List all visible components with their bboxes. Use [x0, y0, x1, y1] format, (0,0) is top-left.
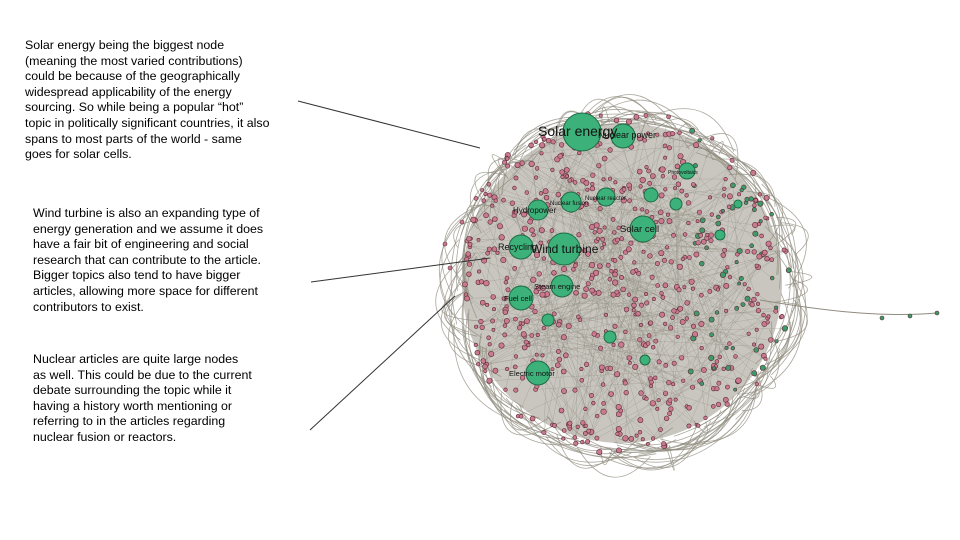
node-medium-3	[603, 330, 617, 344]
annotation-wind-turbine: Wind turbine is also an expanding type o…	[33, 206, 264, 314]
label-recycling: Recycling	[498, 242, 537, 252]
node-medium-6	[714, 229, 726, 241]
annotation-nuclear: Nuclear articles are quite large nodes a…	[33, 352, 252, 444]
node-solar-energy	[562, 112, 602, 152]
node-medium-2	[669, 197, 683, 211]
node-recycling	[508, 234, 534, 260]
node-steam-engine	[550, 274, 574, 298]
node-fuel-cell	[508, 285, 534, 311]
node-electric-motor	[525, 360, 551, 386]
node-medium-1	[643, 187, 659, 203]
label-fuel-cell: Fuel cell	[504, 294, 532, 303]
node-hydropower	[527, 199, 549, 221]
node-solar-cell	[629, 215, 657, 243]
pointer-line-solar	[297, 100, 481, 149]
label-nuclear-power: Nuclear power	[598, 130, 656, 140]
node-nuclear-fusion	[560, 191, 582, 213]
node-medium-7	[733, 199, 743, 209]
label-steam-engine: Steam engine	[534, 282, 580, 291]
node-photovoltaics	[678, 162, 696, 180]
label-hydropower: Hydropower	[513, 206, 556, 215]
label-nuclear-reactor: Nuclear reactor	[585, 196, 626, 202]
node-medium-4	[541, 313, 555, 327]
label-solar-cell: Solar cell	[620, 224, 659, 235]
pointer-line-wind	[310, 257, 491, 283]
label-nuclear-fusion: Nuclear fusion	[550, 201, 588, 207]
label-photovoltaics: Photovoltaics	[668, 170, 698, 176]
node-medium-5	[639, 354, 651, 366]
node-wind-turbine	[547, 232, 581, 266]
graph-edges	[435, 94, 938, 478]
label-electric-motor: Electric motor	[509, 369, 555, 378]
label-solar-energy: Solar energy	[538, 123, 617, 139]
node-nuclear-power	[610, 123, 636, 149]
node-nuclear-reactor	[596, 187, 616, 207]
pointer-line-nuclear	[309, 295, 456, 431]
label-wind-turbine: Wind turbine	[531, 242, 599, 256]
annotation-solar-energy: Solar energy being the biggest node (mea…	[25, 38, 270, 162]
